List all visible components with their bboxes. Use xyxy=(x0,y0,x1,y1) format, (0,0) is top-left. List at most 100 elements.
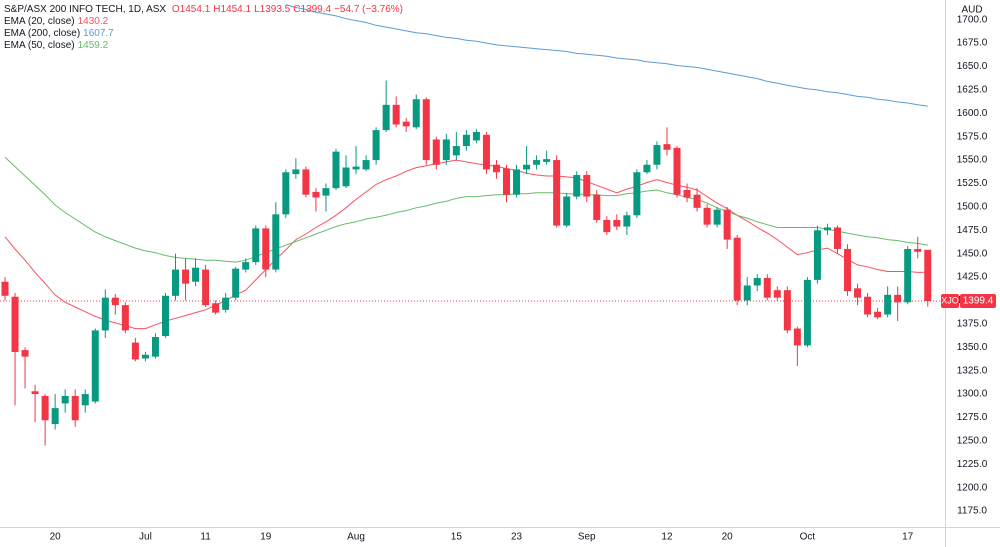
candle-body xyxy=(252,228,260,263)
candle-body xyxy=(202,269,210,306)
candle-body xyxy=(683,190,691,198)
plot xyxy=(0,4,945,446)
ema-line xyxy=(4,156,928,263)
candle-body xyxy=(222,297,230,310)
ema-line xyxy=(285,4,928,107)
y-tick-label: 1450.0 xyxy=(957,248,988,259)
candle-body xyxy=(432,139,440,165)
y-tick-label: 1275.0 xyxy=(957,412,988,423)
candle-body xyxy=(823,227,831,231)
ohlc-value: 1454.1 xyxy=(220,4,252,15)
x-tick-label: 12 xyxy=(661,532,673,543)
y-tick-label: 1625.0 xyxy=(957,85,988,96)
y-tick-label: 1375.0 xyxy=(957,319,988,330)
candle-body xyxy=(874,311,882,318)
candle-body xyxy=(533,160,541,165)
candle-body xyxy=(342,167,350,187)
candle-body xyxy=(382,104,390,131)
candle-body xyxy=(894,294,902,303)
x-tick-label: Oct xyxy=(800,532,816,543)
y-tick-label: 1350.0 xyxy=(957,342,988,353)
legend-label: EMA (20, close) xyxy=(4,16,75,27)
y-tick-label: 1550.0 xyxy=(957,155,988,166)
x-tick-label: Aug xyxy=(347,532,365,543)
candle-body xyxy=(613,219,621,227)
ema-line xyxy=(4,159,928,330)
candle-body xyxy=(51,408,59,425)
candle-body xyxy=(332,151,340,189)
candle-body xyxy=(643,164,651,173)
ohlc: O1454.1 H1454.1 L1393.5 C1399.4 −54.7 (−3.76… xyxy=(172,4,406,15)
y-tick-label: 1525.0 xyxy=(957,178,988,189)
x-tick-label: 20 xyxy=(50,532,62,543)
candle-body xyxy=(232,268,240,298)
y-tick-label: 1425.0 xyxy=(957,272,988,283)
candle-body xyxy=(131,342,139,360)
candle-body xyxy=(312,191,320,198)
candle-body xyxy=(462,134,470,147)
candle-body xyxy=(372,130,380,161)
y-tick-label: 1675.0 xyxy=(957,38,988,49)
plot-area xyxy=(0,0,945,527)
candle-body xyxy=(1,281,9,296)
candle-body xyxy=(803,279,811,346)
y-tick-label: 1475.0 xyxy=(957,225,988,236)
y-tick-label: 1500.0 xyxy=(957,202,988,213)
x-tick-label: 11 xyxy=(200,532,211,543)
title: S&P/ASX 200 INFO TECH, 1D, ASX xyxy=(4,4,167,15)
candle-body xyxy=(101,297,109,331)
candle-body xyxy=(523,164,531,170)
candle-body xyxy=(362,160,370,170)
change: −54.7 (−3.76%) xyxy=(334,4,404,15)
candle-body xyxy=(31,391,39,395)
candle-body xyxy=(783,290,791,331)
y-tick-label: 1575.0 xyxy=(957,131,988,142)
y-tick-label: 1225.0 xyxy=(957,459,988,470)
header: S&P/ASX 200 INFO TECH, 1D, ASX O1454.1 H1… xyxy=(4,4,409,16)
candle-body xyxy=(111,297,119,306)
candle-body xyxy=(212,303,220,313)
candle-body xyxy=(914,248,922,252)
legend-label: EMA (50, close) xyxy=(4,40,75,51)
candle-body xyxy=(442,139,450,161)
candle-body xyxy=(603,219,611,233)
candle-body xyxy=(322,188,330,196)
candle-body xyxy=(91,330,99,402)
candle-body xyxy=(633,172,641,216)
candle-body xyxy=(753,278,761,286)
candle-body xyxy=(282,172,290,215)
candle-body xyxy=(623,215,631,227)
candle-body xyxy=(733,237,741,301)
candle-body xyxy=(482,134,490,170)
candle-body xyxy=(302,169,310,195)
legend-label: EMA (200, close) xyxy=(4,28,81,39)
candle-body xyxy=(793,328,801,346)
candle-body xyxy=(904,248,912,303)
ohlc-value: 1399.4 xyxy=(300,4,332,15)
candle-body xyxy=(924,249,932,302)
ohlc-value: 1393.5 xyxy=(259,4,291,15)
legend-entry: EMA (20, close) 1430.2 xyxy=(4,16,409,28)
x-tick-label: Sep xyxy=(578,532,596,543)
candle-body xyxy=(854,288,862,298)
candle-body xyxy=(844,248,852,292)
y-tick-label: 1175.0 xyxy=(957,506,987,517)
symbol-tag-bg xyxy=(941,294,959,309)
candle-body xyxy=(813,230,821,280)
candle-body xyxy=(673,147,681,195)
candle-body xyxy=(763,278,771,298)
candle-body xyxy=(833,227,841,249)
candle-body xyxy=(553,160,561,226)
candle-body xyxy=(472,131,480,141)
legend: S&P/ASX 200 INFO TECH, 1D, ASX O1454.1 H1… xyxy=(4,4,409,52)
candle-body xyxy=(11,296,19,352)
candle-body xyxy=(743,285,751,301)
candle-body xyxy=(703,207,711,225)
y-tick-label: 1325.0 xyxy=(957,365,988,376)
x-tick-label: 17 xyxy=(902,532,914,543)
candle-body xyxy=(71,395,79,421)
legend-value: 1607.7 xyxy=(83,28,114,39)
candle-body xyxy=(693,194,701,208)
candle-body xyxy=(192,267,200,282)
